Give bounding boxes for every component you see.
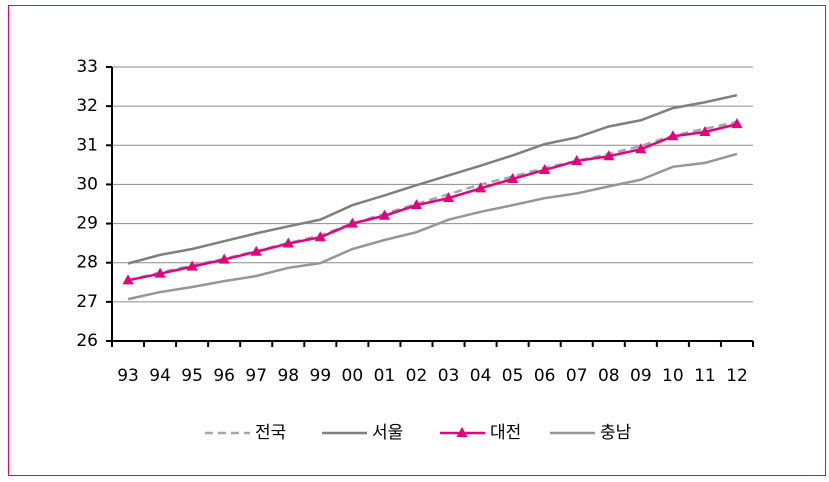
- y-tick-label: 33: [76, 57, 98, 77]
- series-line: [127, 152, 738, 301]
- point-marker: [539, 163, 551, 174]
- x-tick-label: 93: [117, 366, 139, 386]
- point-marker: [667, 130, 679, 141]
- point-marker: [635, 143, 647, 154]
- series-line: [127, 122, 738, 282]
- x-tick-label: 10: [662, 366, 684, 386]
- point-marker: [731, 118, 743, 129]
- x-tick-label: 00: [342, 366, 364, 386]
- y-tick-label: 29: [76, 214, 98, 234]
- x-tick-label: 04: [470, 366, 492, 386]
- point-marker: [122, 274, 134, 285]
- x-tick-label: 94: [149, 366, 171, 386]
- point-marker: [378, 209, 390, 220]
- x-tick-label: 96: [213, 366, 235, 386]
- point-marker: [186, 260, 198, 271]
- point-marker: [410, 199, 422, 210]
- legend-label: 충남: [600, 423, 632, 443]
- point-marker: [250, 245, 262, 256]
- x-tick-label: 12: [726, 366, 748, 386]
- x-tick-label: 08: [598, 366, 620, 386]
- x-tick-label: 97: [245, 366, 267, 386]
- x-tick-label: 03: [438, 366, 460, 386]
- point-marker: [571, 154, 583, 165]
- chart-frame: [8, 5, 826, 476]
- y-tick-label: 32: [76, 96, 98, 116]
- point-marker: [154, 267, 166, 278]
- x-tick-label: 09: [630, 366, 652, 386]
- x-tick-label: 11: [694, 366, 716, 386]
- y-tick-label: 30: [76, 174, 98, 194]
- x-tick-label: 01: [374, 366, 396, 386]
- x-tick-label: 05: [502, 366, 524, 386]
- x-tick-label: 07: [566, 366, 588, 386]
- legend-label: 대전: [490, 423, 521, 443]
- point-marker: [475, 182, 487, 193]
- point-marker: [603, 150, 615, 161]
- series-line: [127, 93, 738, 265]
- x-tick-label: 06: [534, 366, 556, 386]
- y-tick-label: 27: [76, 292, 98, 312]
- y-tick-label: 26: [76, 331, 98, 351]
- legend-label: 서울: [372, 423, 403, 443]
- point-marker: [443, 192, 455, 203]
- x-tick-label: 99: [310, 366, 332, 386]
- point-marker: [314, 231, 326, 242]
- point-marker: [699, 125, 711, 136]
- y-tick-label: 28: [76, 253, 98, 273]
- x-tick-label: 02: [406, 366, 428, 386]
- legend-marker: [456, 427, 468, 437]
- point-marker: [507, 172, 519, 183]
- point-marker: [282, 237, 294, 248]
- legend-label: 전국: [255, 423, 286, 443]
- point-marker: [218, 253, 230, 264]
- x-tick-label: 98: [277, 366, 299, 386]
- y-tick-label: 31: [76, 135, 98, 155]
- x-tick-label: 95: [181, 366, 203, 386]
- point-marker: [346, 217, 358, 228]
